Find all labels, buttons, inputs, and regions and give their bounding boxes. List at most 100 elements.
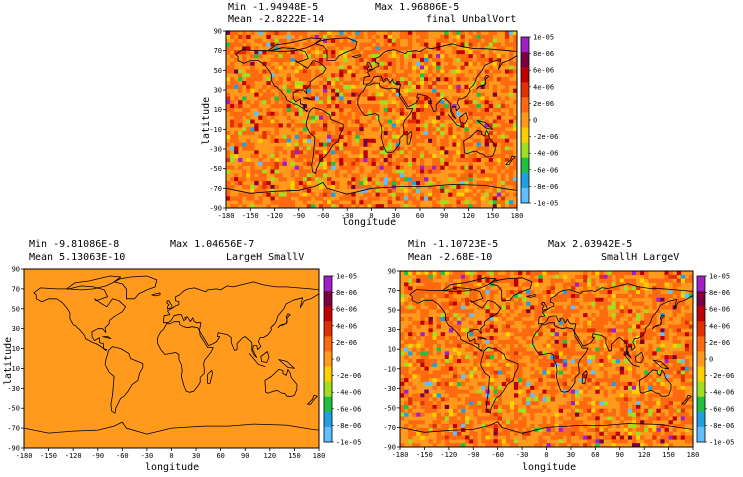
colorbar-swatch: [324, 336, 332, 352]
colorbar-swatch: [521, 157, 529, 174]
colorbar-swatch: [697, 396, 705, 413]
colorbar-swatch: [697, 351, 705, 367]
y-tick-label: 70: [388, 287, 396, 295]
y-tick-label: -90: [7, 445, 20, 453]
colorbar-label: 4e-06: [709, 322, 730, 330]
y-tick-label: -90: [383, 444, 396, 452]
y-tick-label: -30: [383, 385, 396, 393]
y-tick-label: 10: [12, 345, 20, 353]
x-tick-label: -180: [16, 452, 33, 460]
colorbar-swatch: [521, 187, 529, 204]
x-tick-label: 0: [169, 452, 173, 460]
colorbar-label: 0: [709, 356, 713, 364]
panel-mean-label: Mean 5.13063E-10: [29, 252, 125, 263]
x-tick-label: 120: [638, 451, 651, 459]
colorbar-label: -1e-05: [336, 439, 361, 447]
field-background: [24, 269, 319, 448]
y-tick-label: 50: [12, 305, 20, 313]
x-tick-label: -60: [491, 451, 504, 459]
colorbar-label: 4e-06: [336, 322, 357, 330]
x-tick-label: 90: [616, 451, 624, 459]
y-tick-label: -70: [383, 424, 396, 432]
colorbar-swatch: [521, 37, 529, 53]
y-tick-label: 30: [214, 87, 222, 95]
x-tick-label: -120: [65, 452, 82, 460]
x-tick-label: 0: [544, 451, 548, 459]
colorbar-swatch: [697, 411, 705, 428]
y-tick-label: -10: [383, 365, 396, 373]
x-tick-label: -180: [392, 451, 409, 459]
x-tick-label: -180: [218, 212, 235, 220]
colorbar-label: -2e-06: [709, 372, 734, 380]
x-tick-label: -60: [116, 452, 129, 460]
vorticity-field: [24, 269, 319, 448]
x-tick-label: -150: [242, 212, 259, 220]
colorbar-label: -4e-06: [336, 389, 361, 397]
colorbar-swatch: [521, 127, 529, 143]
colorbar-swatch: [697, 366, 705, 382]
y-tick-label: -50: [209, 165, 222, 173]
colorbar-swatch: [521, 172, 529, 189]
panel-max-label: Max 1.04656E-7: [170, 239, 254, 250]
colorbar-swatch: [697, 381, 705, 398]
colorbar-label: -8e-06: [709, 422, 734, 430]
colorbar-swatch: [324, 381, 332, 398]
colorbar-label: 6e-06: [709, 306, 730, 314]
colorbar-label: 1e-05: [533, 34, 554, 42]
x-tick-label: -90: [292, 212, 305, 220]
y-axis-label: latitude: [201, 97, 212, 145]
colorbar-label: -4e-06: [533, 150, 558, 158]
y-tick-label: 30: [12, 325, 20, 333]
colorbar-swatch: [521, 142, 529, 159]
x-tick-label: -120: [266, 212, 283, 220]
x-tick-label: -150: [416, 451, 433, 459]
colorbar-label: 1e-05: [709, 273, 730, 281]
colorbar-label: -6e-06: [533, 166, 558, 174]
y-tick-label: 10: [388, 346, 396, 354]
x-tick-label: -90: [467, 451, 480, 459]
colorbar-swatch: [521, 52, 529, 68]
colorbar-label: 8e-06: [709, 289, 730, 297]
colorbar-swatch: [697, 426, 705, 443]
x-tick-label: 180: [511, 212, 524, 220]
y-tick-label: -10: [209, 126, 222, 134]
colorbar-swatch: [324, 396, 332, 413]
y-tick-label: 10: [214, 106, 222, 114]
y-tick-label: -30: [209, 146, 222, 154]
colorbar-label: -8e-06: [533, 183, 558, 191]
panel-max-label: Max 2.03942E-5: [548, 239, 632, 250]
colorbar-swatch: [324, 411, 332, 428]
y-tick-label: -70: [7, 425, 20, 433]
map-plot-area: -180 -150 -120 -90 -60 -30 0 30 60 90 120 150 180 90 7…: [209, 28, 523, 221]
y-tick-label: -30: [7, 385, 20, 393]
panel-min-label: Min -1.10723E-5: [408, 239, 498, 250]
y-tick-label: -10: [7, 365, 20, 373]
colorbar-label: -4e-06: [709, 389, 734, 397]
colorbar-swatch: [521, 82, 529, 98]
colorbar-swatch: [521, 112, 529, 128]
vorticity-field: [226, 31, 517, 208]
y-tick-label: 90: [12, 266, 20, 274]
y-tick-label: 90: [388, 268, 396, 276]
y-tick-label: -50: [7, 405, 20, 413]
y-tick-label: -50: [383, 404, 396, 412]
colorbar-swatch: [324, 351, 332, 367]
x-tick-label: 30: [567, 451, 575, 459]
colorbar-label: -2e-06: [336, 372, 361, 380]
colorbar-label: -1e-05: [533, 200, 558, 208]
colorbar-swatch: [521, 97, 529, 113]
x-tick-label: 30: [392, 212, 400, 220]
panel-mean-label: Mean -2.8222E-14: [228, 14, 324, 25]
x-tick-label: 150: [288, 452, 301, 460]
y-tick-label: 50: [214, 67, 222, 75]
panel-smallh-largev: Min -1.10723E-5 Max 2.03942E-5 Mean -2.6…: [383, 239, 734, 473]
colorbar-swatch: [697, 306, 705, 322]
colorbar-label: -6e-06: [709, 405, 734, 413]
colorbar-swatch: [697, 321, 705, 337]
colorbar-swatch: [324, 426, 332, 443]
colorbar-swatch: [324, 321, 332, 337]
x-tick-label: 150: [662, 451, 675, 459]
x-tick-label: 60: [591, 451, 599, 459]
colorbar-label: -1e-05: [709, 439, 734, 447]
x-tick-label: 60: [416, 212, 424, 220]
